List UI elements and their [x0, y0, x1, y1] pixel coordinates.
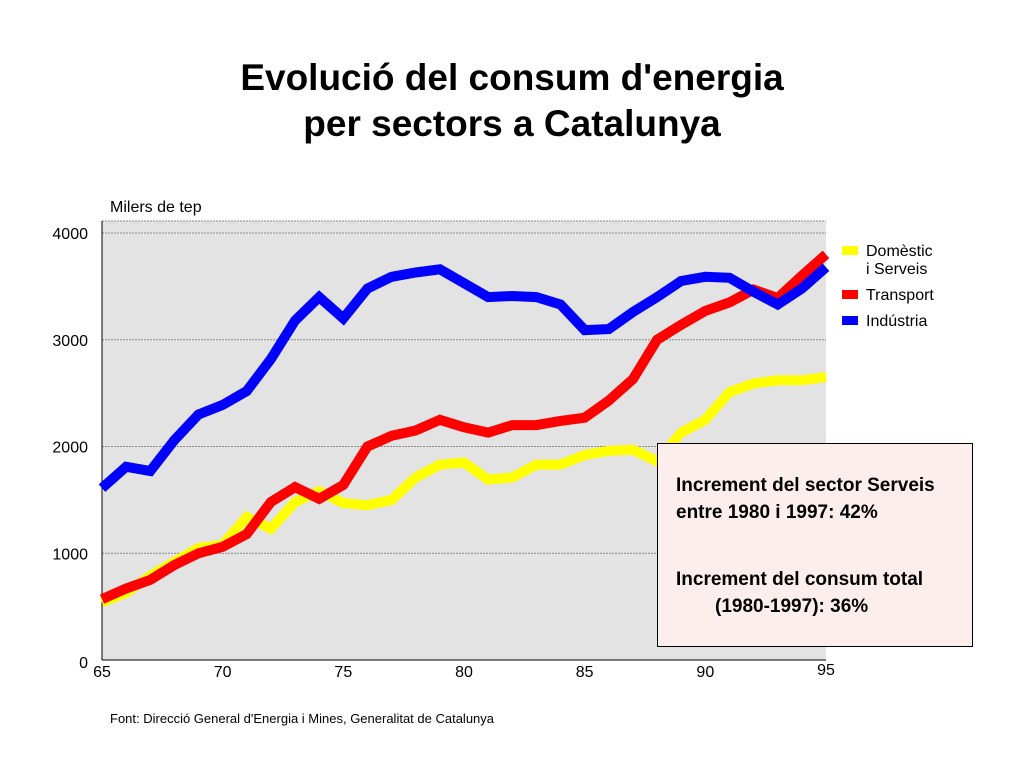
y-axis-unit-label: Milers de tep [110, 199, 202, 216]
y-tick-label: 4000 [52, 226, 88, 243]
legend-item-transport: Transport [842, 287, 934, 305]
legend-label-industry: Indústria [866, 313, 928, 330]
annotation-line-3: Increment del consum total [676, 569, 924, 590]
chart-title-line-1: Evolució del consum d'energia [240, 57, 784, 98]
x-tick-label: 70 [214, 664, 232, 681]
chart-title: Evolució del consum d'energia per sector… [0, 55, 1024, 147]
series-line [99, 250, 830, 604]
annotation-line-4: (1980-1997): 36% [715, 596, 869, 617]
y-tick-label: 2000 [52, 440, 88, 457]
source-note: Font: Direcció General d'Energia i Mines… [110, 711, 495, 726]
legend-label-transport: Transport [866, 287, 934, 304]
y-tick-label: 1000 [52, 546, 88, 563]
chart-title-line-2: per sectors a Catalunya [303, 103, 721, 144]
annotation-line-2: entre 1980 i 1997: 42% [676, 502, 878, 523]
legend-item-domestic: Domèstic i Serveis [842, 243, 934, 279]
annotation-line-1: Increment del sector Serveis [676, 475, 935, 496]
legend-swatch-industry [842, 316, 858, 325]
annotation-box: Increment del sector Serveis entre 1980 … [657, 443, 973, 647]
x-tick-label: 65 [93, 664, 111, 681]
legend-label-domestic: Domèstic i Serveis [866, 243, 933, 278]
y-tick-label: 0 [79, 655, 88, 672]
x-tick-label: 75 [334, 664, 352, 681]
x-tick-label: 95 [817, 662, 835, 679]
legend: Domèstic i Serveis Transport Indústria [842, 243, 934, 339]
legend-swatch-transport [842, 290, 858, 299]
x-tick-label: 80 [455, 664, 473, 681]
x-tick-label: 90 [696, 664, 714, 681]
x-tick-label: 85 [576, 664, 594, 681]
series-line [98, 263, 830, 492]
y-tick-label: 3000 [52, 333, 88, 350]
legend-swatch-domestic [842, 246, 858, 255]
legend-item-industry: Indústria [842, 313, 934, 331]
